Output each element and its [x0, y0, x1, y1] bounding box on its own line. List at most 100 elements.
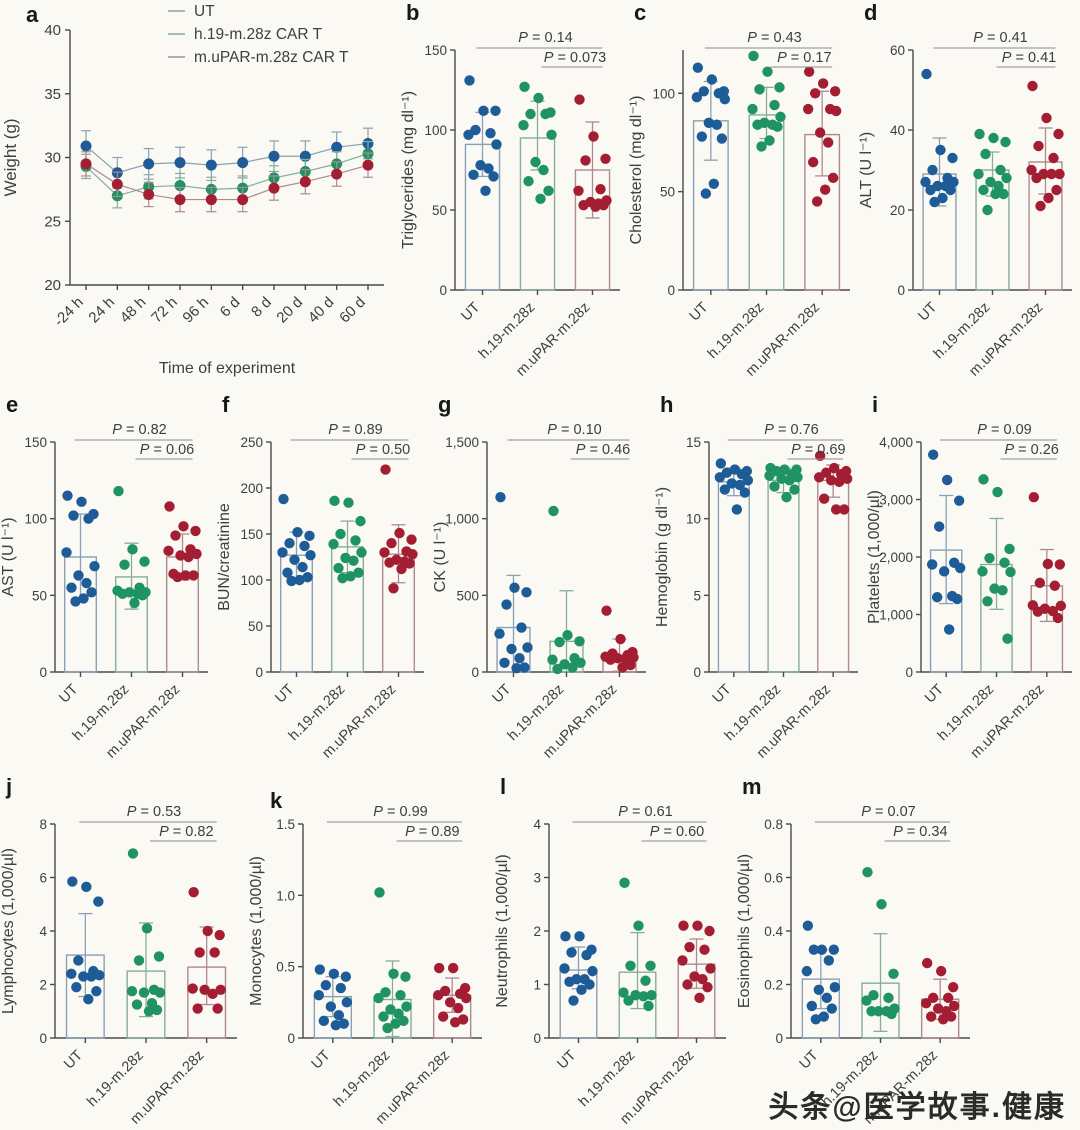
svg-text:P = 0.09: P = 0.09 — [977, 422, 1031, 438]
panel-b: b 0 50 100 150 Triglycerides (mg dl⁻¹) UT h.19… — [400, 0, 628, 388]
svg-text:UT: UT — [56, 681, 81, 706]
svg-text:0: 0 — [471, 665, 479, 680]
svg-text:1,500: 1,500 — [445, 435, 479, 450]
svg-text:4: 4 — [39, 924, 47, 939]
svg-text:150: 150 — [24, 435, 47, 450]
svg-text:1.5: 1.5 — [276, 817, 295, 832]
svg-text:P = 0.41: P = 0.41 — [1002, 50, 1056, 66]
svg-text:AST (U l⁻¹): AST (U l⁻¹) — [0, 517, 17, 596]
svg-text:0: 0 — [905, 665, 913, 680]
svg-text:24 h: 24 h — [85, 294, 118, 327]
panel-i: i 0 1,000 2,000 3,000 4,000 Platelets (1,000/… — [866, 392, 1080, 770]
svg-text:10: 10 — [686, 512, 701, 527]
svg-text:UT: UT — [710, 681, 735, 706]
panel-letter-c: c — [634, 0, 647, 25]
svg-text:500: 500 — [456, 588, 479, 603]
svg-text:1,000: 1,000 — [445, 512, 479, 527]
svg-text:P = 0.41: P = 0.41 — [973, 30, 1027, 46]
svg-text:48 h: 48 h — [117, 294, 150, 327]
svg-text:UT: UT — [489, 681, 514, 706]
panel-letter-a: a — [26, 2, 39, 27]
svg-text:P = 0.89: P = 0.89 — [405, 824, 459, 840]
svg-text:100: 100 — [240, 573, 263, 588]
svg-text:0.8: 0.8 — [764, 817, 783, 832]
svg-text:0.2: 0.2 — [764, 978, 783, 993]
svg-text:UT: UT — [687, 299, 712, 324]
svg-text:UT: UT — [554, 1047, 579, 1072]
svg-text:20: 20 — [890, 203, 905, 218]
svg-text:P = 0.34: P = 0.34 — [893, 824, 947, 840]
svg-text:40: 40 — [890, 123, 905, 138]
svg-text:P = 0.073: P = 0.073 — [544, 50, 606, 66]
svg-text:BUN/creatinine: BUN/creatinine — [216, 503, 233, 611]
panel-letter-g: g — [438, 392, 452, 417]
svg-text:UT: UT — [458, 299, 483, 324]
svg-text:8 d: 8 d — [248, 294, 275, 321]
svg-text:72 h: 72 h — [148, 294, 181, 327]
svg-text:0.4: 0.4 — [764, 924, 783, 939]
svg-text:Eosinophils (1,000/µl): Eosinophils (1,000/µl) — [736, 854, 753, 1008]
svg-text:P = 0.69: P = 0.69 — [791, 442, 845, 458]
svg-text:250: 250 — [240, 435, 263, 450]
svg-text:h.19-m.28z: h.19-m.28z — [331, 1048, 394, 1111]
svg-text:P = 0.99: P = 0.99 — [373, 804, 427, 820]
svg-text:-24 h: -24 h — [51, 294, 87, 330]
svg-text:UT: UT — [797, 1047, 822, 1072]
chart-f-bun-creatinine: 050100150200250BUN/creatinineUTh.19-m.28… — [216, 422, 424, 762]
svg-text:P = 0.46: P = 0.46 — [576, 442, 630, 458]
watermark: 头条@医学故事.健康 — [768, 1091, 1066, 1124]
panel-m: m 0 0.2 0.4 0.6 0.8 Eosinophils (1,000/µl) UT h… — [736, 774, 978, 1130]
svg-text:P = 0.10: P = 0.10 — [547, 422, 601, 438]
svg-text:P = 0.07: P = 0.07 — [861, 804, 915, 820]
svg-text:P = 0.76: P = 0.76 — [764, 422, 818, 438]
svg-text:100: 100 — [424, 123, 447, 138]
chart-k-monocytes: 0 0.5 1.0 1.5 Monocytes (1,000/µl) UTh.19-m.2… — [248, 804, 482, 1128]
svg-text:0: 0 — [775, 1031, 783, 1046]
svg-text:50: 50 — [248, 619, 263, 634]
panel-letter-l: l — [500, 774, 507, 799]
chart-i-platelets: 0 1,000 2,000 3,000 4,000 Platelets (1,000/µl… — [866, 422, 1072, 762]
panel-l: l 0 1 2 3 4 Neutrophils (1,000/µl) UT h.19-m.28… — [494, 774, 734, 1130]
svg-text:0: 0 — [667, 283, 675, 298]
svg-text:35: 35 — [44, 86, 61, 103]
svg-text:1.0: 1.0 — [276, 888, 295, 903]
svg-text:2: 2 — [533, 924, 541, 939]
svg-text:0: 0 — [39, 665, 47, 680]
svg-text:UT: UT — [922, 681, 947, 706]
svg-text:Platelets (1,000/µl): Platelets (1,000/µl) — [866, 490, 883, 624]
svg-text:0: 0 — [897, 283, 905, 298]
svg-text:P = 0.26: P = 0.26 — [1004, 442, 1058, 458]
svg-text:5: 5 — [693, 588, 701, 603]
svg-text:Weight (g): Weight (g) — [1, 118, 20, 196]
svg-text:40: 40 — [44, 22, 61, 39]
svg-text:60 d: 60 d — [336, 294, 369, 327]
panel-letter-b: b — [406, 0, 420, 25]
svg-text:25: 25 — [44, 213, 61, 230]
panel-letter-f: f — [222, 392, 230, 417]
svg-text:0: 0 — [439, 283, 447, 298]
svg-text:0: 0 — [255, 665, 263, 680]
svg-text:P = 0.50: P = 0.50 — [356, 442, 410, 458]
svg-text:Monocytes (1,000/µl): Monocytes (1,000/µl) — [248, 856, 265, 1006]
svg-text:100: 100 — [652, 86, 675, 101]
panel-letter-i: i — [872, 392, 879, 417]
svg-text:50: 50 — [660, 185, 675, 200]
panel-letter-k: k — [270, 788, 283, 813]
svg-text:20 d: 20 d — [273, 294, 306, 327]
panel-d: d 0 20 40 60 ALT (U l⁻¹) UT h.19-m.28z m.uPAR-m… — [858, 0, 1080, 388]
svg-text:P = 0.43: P = 0.43 — [747, 30, 801, 46]
svg-text:3,000: 3,000 — [879, 493, 913, 508]
svg-text:6 d: 6 d — [217, 294, 244, 321]
svg-text:UT: UT — [61, 1047, 86, 1072]
panel-g: g 0 500 1,000 1,500 CK (U l⁻¹) UT h.19-m.28z m.… — [432, 392, 654, 770]
svg-text:100: 100 — [24, 512, 47, 527]
svg-text:50: 50 — [32, 588, 47, 603]
svg-text:1,000: 1,000 — [879, 608, 913, 623]
